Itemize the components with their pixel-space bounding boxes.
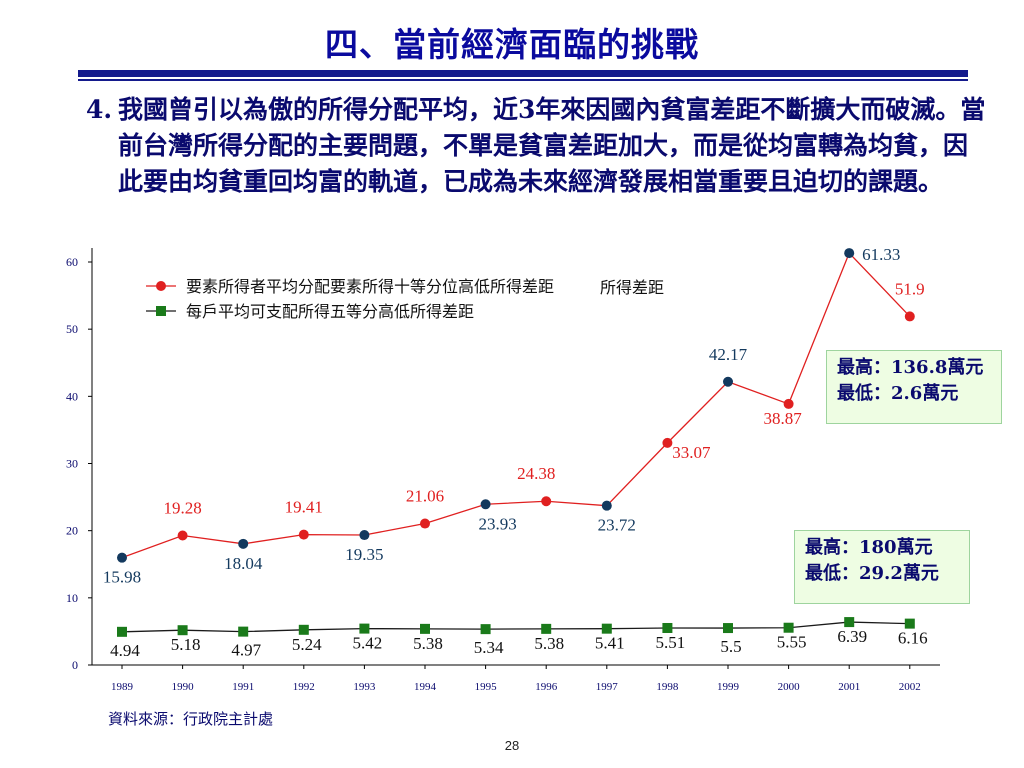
y-tick-label: 50	[66, 322, 78, 336]
red-series-data-label: 61.33	[862, 245, 900, 264]
green-series-point	[117, 626, 127, 637]
green-series-data-label: 5.5	[720, 637, 741, 656]
red-series-point	[541, 496, 552, 507]
y-tick-label: 60	[66, 255, 78, 269]
x-tick-label: 1998	[656, 681, 679, 693]
red-series-data-label: 19.41	[285, 498, 323, 517]
red-series-point	[117, 552, 127, 563]
green-series-data-label: 5.18	[171, 635, 201, 654]
red-series-data-label: 19.28	[163, 499, 201, 518]
body-paragraph: 4. 我國曾引以為傲的所得分配平均，近3年來因國內貧富差距不斷擴大而破滅。當前台…	[86, 92, 986, 200]
x-tick-label: 1995	[475, 681, 498, 693]
x-tick-label: 1991	[232, 681, 254, 693]
x-tick-label: 1993	[353, 681, 376, 693]
red-series-data-label: 23.93	[478, 514, 516, 533]
green-series-point	[844, 617, 855, 628]
green-series-point	[662, 622, 673, 633]
green-series-point	[904, 618, 915, 629]
green-series-data-label: 4.97	[231, 641, 261, 660]
green-series-point	[783, 622, 794, 633]
red-series-data-label: 18.04	[224, 554, 263, 573]
green-series-data-label: 5.51	[656, 633, 686, 652]
note-box-factor-income: 最高：136.8萬元 最低：2.6萬元	[826, 350, 1002, 424]
green-series-data-label: 5.38	[413, 634, 443, 653]
green-series-data-label: 5.55	[777, 633, 807, 652]
red-series-point	[723, 376, 733, 387]
title-divider	[78, 70, 968, 77]
x-tick-label: 1994	[414, 681, 437, 693]
green-series-point	[480, 624, 491, 635]
green-series-data-label: 6.39	[837, 627, 867, 646]
x-tick-label: 1997	[596, 681, 619, 693]
red-series-data-label: 19.35	[345, 545, 383, 564]
green-series-point	[601, 623, 612, 634]
note-min-line: 最低：29.2萬元	[805, 563, 939, 584]
red-series-point	[298, 529, 309, 540]
red-series-point	[904, 311, 915, 322]
note-min-line: 最低：2.6萬元	[837, 383, 959, 404]
red-series-point	[783, 398, 794, 409]
y-tick-label: 30	[66, 457, 78, 471]
y-tick-label: 0	[72, 658, 78, 672]
red-series-data-label: 42.17	[709, 345, 748, 364]
red-series-data-label: 24.38	[517, 464, 555, 483]
x-tick-label: 2001	[838, 681, 860, 693]
paragraph-text: 我國曾引以為傲的所得分配平均，近3年來因國內貧富差距不斷擴大而破滅。當前台灣所得…	[118, 95, 986, 196]
red-series-point	[238, 538, 249, 549]
y-tick-label: 10	[66, 591, 78, 605]
green-series-point	[541, 623, 552, 634]
note-max-line: 最高：180萬元	[805, 537, 933, 558]
green-series-point	[359, 623, 370, 634]
series-line-2	[121, 621, 910, 633]
y-tick-label: 40	[66, 389, 78, 403]
green-series-data-label: 5.38	[534, 634, 564, 653]
green-series-point	[420, 623, 430, 634]
x-tick-label: 2000	[778, 681, 801, 693]
green-series-data-label: 5.24	[292, 635, 322, 654]
green-series-point	[177, 625, 188, 636]
legend-label-2: 每戶平均可支配所得五等分高低所得差距	[186, 302, 474, 321]
red-series-data-label: 23.72	[598, 516, 636, 535]
red-series-data-label: 51.9	[895, 279, 925, 298]
y-tick-label: 20	[66, 524, 78, 538]
x-tick-label: 1999	[717, 681, 740, 693]
paragraph-number: 4.	[86, 95, 113, 124]
red-series-point	[601, 500, 612, 511]
source-note: 資料來源：行政院主計處	[108, 710, 274, 728]
note-max-line: 最高：136.8萬元	[837, 357, 984, 378]
green-series-point	[298, 624, 309, 635]
red-series-point	[420, 518, 430, 529]
red-series-point	[480, 499, 491, 510]
slide-title: 四、當前經濟面臨的挑戰	[325, 25, 699, 64]
green-series-data-label: 6.16	[898, 629, 928, 648]
red-series-point	[177, 530, 188, 541]
note-box-disposable-income: 最高：180萬元 最低：29.2萬元	[794, 530, 970, 604]
red-series-data-label: 38.87	[763, 409, 802, 428]
green-series-data-label: 4.94	[110, 641, 140, 660]
red-series-point	[662, 437, 673, 448]
x-tick-label: 1989	[111, 681, 134, 693]
page-number: 28	[504, 738, 520, 753]
legend-overlap-text: 所得差距	[600, 278, 664, 297]
red-series-data-label: 15.98	[103, 568, 141, 587]
x-tick-label: 2002	[899, 681, 921, 693]
legend-label-1: 要素所得者平均分配要素所得十等分位高低所得差距	[186, 277, 554, 296]
red-series-data-label: 21.06	[406, 487, 444, 506]
x-tick-label: 1992	[293, 681, 315, 693]
x-tick-label: 1990	[172, 681, 195, 693]
title-divider-thin	[78, 79, 968, 81]
red-series-data-label: 33.07	[672, 443, 711, 462]
green-series-point	[238, 626, 249, 637]
x-tick-label: 1996	[535, 681, 558, 693]
red-series-point	[844, 248, 855, 259]
green-series-data-label: 5.41	[595, 634, 625, 653]
green-series-point	[723, 623, 733, 634]
red-series-point	[359, 530, 370, 541]
series-line-1	[121, 251, 911, 559]
legend-marker-2	[156, 306, 166, 316]
green-series-data-label: 5.42	[353, 634, 383, 653]
legend-marker-1	[156, 281, 166, 291]
income-gap-chart: 0 10 20 30 40 50 60 1989 1990 1991 1992 1993 1994 199…	[66, 245, 940, 693]
green-series-data-label: 5.34	[474, 638, 504, 657]
